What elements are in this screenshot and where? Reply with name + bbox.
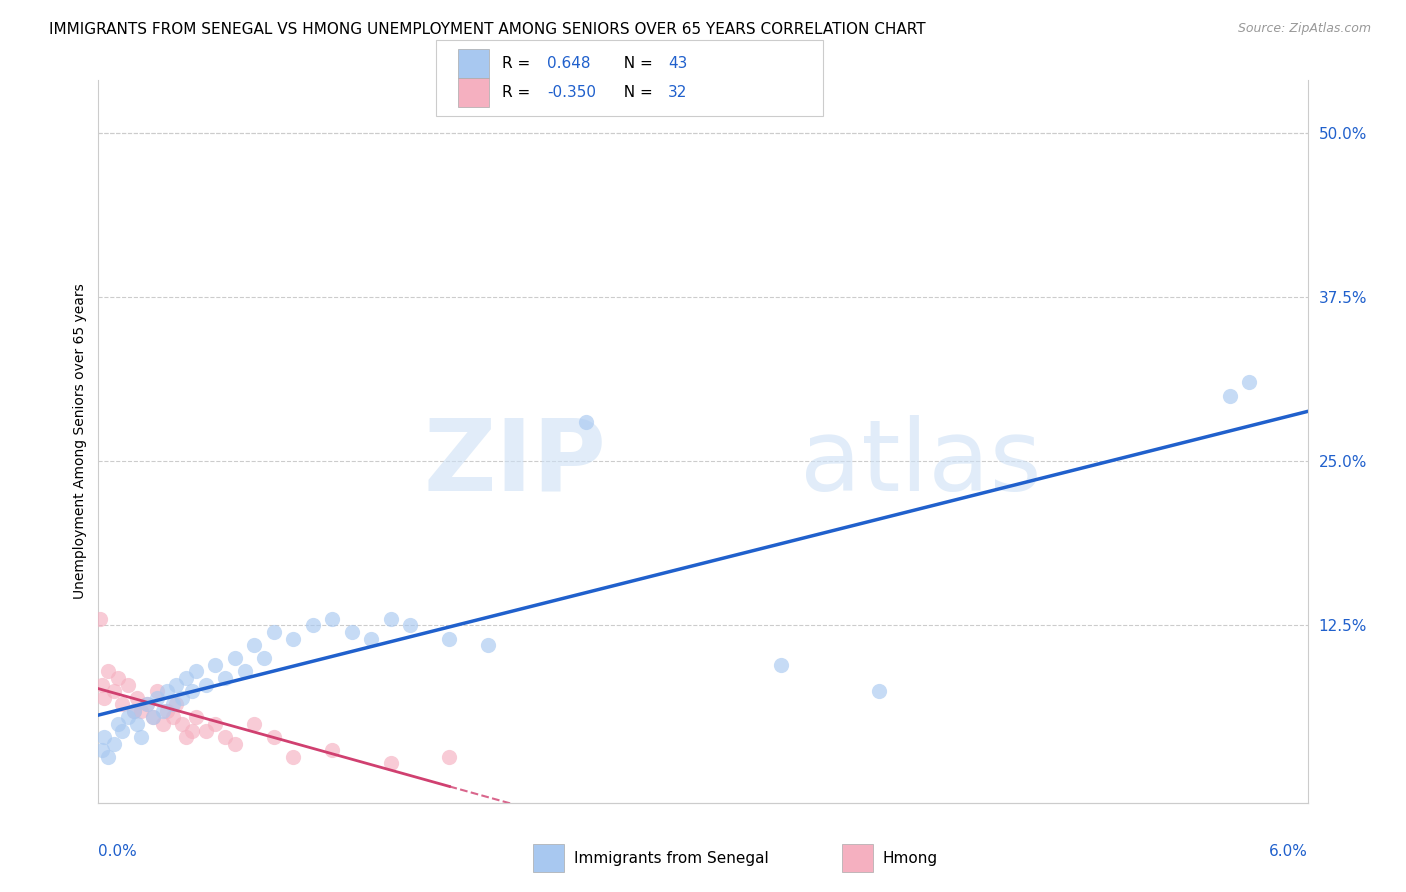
Point (214, 730, 236, 744)
Point (136, 698, 159, 712)
Point (194, 677, 217, 691)
Point (156, 704, 179, 718)
Point (253, 651, 276, 665)
Point (184, 665, 207, 679)
Point (162, 710, 184, 724)
Point (263, 730, 285, 744)
Point (439, 632, 461, 646)
Point (127, 690, 149, 705)
Point (165, 698, 187, 712)
Point (107, 717, 129, 731)
Point (181, 684, 204, 698)
Point (204, 657, 226, 672)
Point (103, 737, 125, 751)
Point (117, 677, 139, 691)
Point (184, 710, 207, 724)
Point (172, 717, 194, 731)
Point (89, 612, 111, 626)
Point (233, 665, 256, 679)
Point (321, 743, 343, 757)
Point (575, 415, 598, 429)
Point (142, 710, 165, 724)
Point (263, 625, 285, 640)
Point (868, 684, 890, 698)
Point (439, 749, 461, 764)
Point (127, 717, 149, 731)
Text: ZIP: ZIP (423, 415, 606, 512)
Text: atlas: atlas (800, 415, 1042, 512)
Point (399, 618, 422, 632)
Point (302, 618, 325, 632)
Point (107, 671, 129, 685)
Point (97, 665, 120, 679)
Point (224, 651, 246, 665)
Text: N =: N = (614, 86, 658, 100)
Point (214, 671, 236, 685)
Point (380, 756, 402, 771)
Y-axis label: Unemployment Among Seniors over 65 years: Unemployment Among Seniors over 65 years (73, 284, 87, 599)
Text: N =: N = (614, 56, 658, 70)
Text: 0.0%: 0.0% (98, 845, 138, 859)
Point (122, 704, 145, 718)
Point (136, 698, 159, 712)
Point (204, 717, 226, 731)
Point (1237, 376, 1260, 390)
Text: Hmong: Hmong (883, 851, 938, 865)
Point (103, 684, 125, 698)
Text: Immigrants from Senegal: Immigrants from Senegal (574, 851, 769, 865)
Point (162, 698, 184, 712)
Point (477, 638, 499, 652)
Point (93, 690, 115, 705)
Point (146, 684, 169, 698)
Point (131, 704, 153, 718)
Text: -0.350: -0.350 (547, 86, 596, 100)
Point (360, 632, 382, 646)
Point (769, 657, 792, 672)
Point (93, 730, 115, 744)
Point (91, 743, 114, 757)
Text: 6.0%: 6.0% (1268, 845, 1308, 859)
Point (131, 730, 153, 744)
Point (1219, 388, 1241, 402)
Point (194, 723, 217, 738)
Point (224, 737, 246, 751)
Point (117, 710, 139, 724)
Text: 43: 43 (668, 56, 688, 70)
Point (174, 730, 197, 744)
Point (283, 632, 305, 646)
Point (165, 677, 187, 691)
Point (380, 612, 402, 626)
Point (152, 704, 174, 718)
Point (283, 749, 305, 764)
Point (174, 671, 197, 685)
Point (97, 749, 120, 764)
Point (111, 723, 134, 738)
Text: 0.648: 0.648 (547, 56, 591, 70)
Point (142, 710, 165, 724)
Point (243, 638, 266, 652)
Point (156, 684, 179, 698)
Text: Source: ZipAtlas.com: Source: ZipAtlas.com (1237, 22, 1371, 36)
Text: 32: 32 (668, 86, 688, 100)
Point (146, 690, 169, 705)
Point (122, 704, 145, 718)
Point (91, 677, 114, 691)
Text: R =: R = (502, 56, 536, 70)
Point (152, 717, 174, 731)
Point (111, 698, 134, 712)
Text: IMMIGRANTS FROM SENEGAL VS HMONG UNEMPLOYMENT AMONG SENIORS OVER 65 YEARS CORREL: IMMIGRANTS FROM SENEGAL VS HMONG UNEMPLO… (49, 22, 925, 37)
Point (340, 625, 363, 640)
Point (172, 690, 194, 705)
Point (321, 612, 343, 626)
Point (181, 723, 204, 738)
Text: R =: R = (502, 86, 536, 100)
Point (243, 717, 266, 731)
